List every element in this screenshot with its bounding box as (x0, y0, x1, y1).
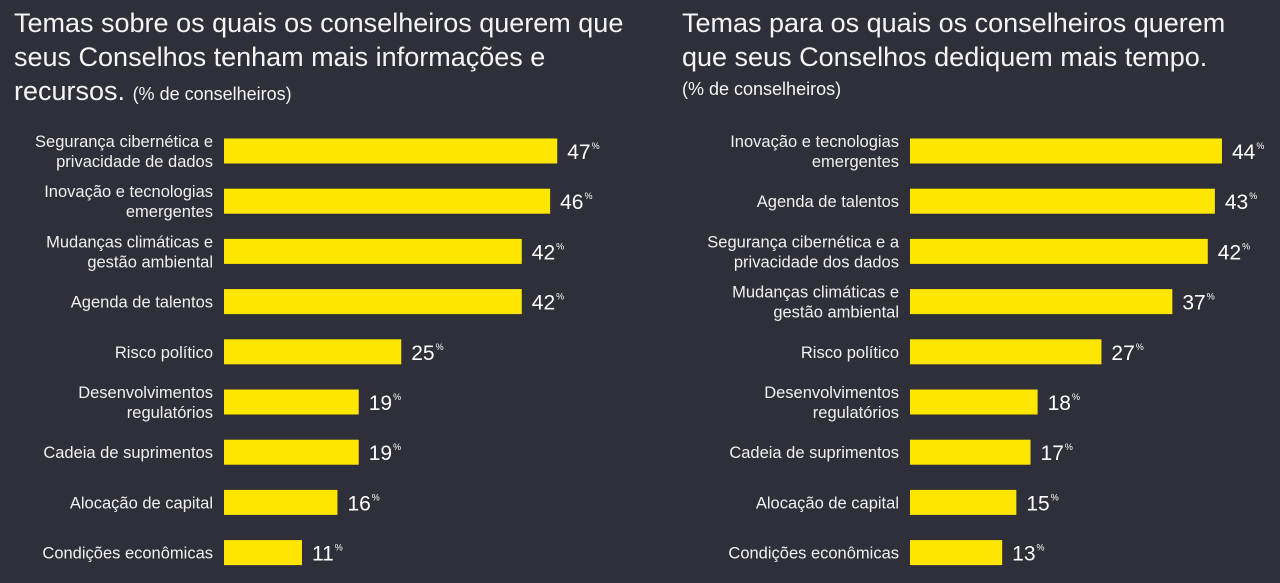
percent-sign: % (592, 141, 600, 151)
category-label: Condições econômicas (42, 545, 213, 563)
bar (910, 188, 1215, 214)
value-label: 47 (567, 141, 590, 164)
percent-sign: % (393, 442, 401, 452)
percent-sign: % (1037, 543, 1045, 553)
bar-chart-svg: Inovação e tecnologias emergentes 44 % Agend… (707, 133, 1264, 566)
percent-sign: % (372, 492, 380, 502)
value-label: 25 (411, 342, 434, 365)
category-label: Risco político (115, 344, 213, 362)
category-label: Mudanças climáticas e (732, 284, 899, 302)
unit-label: (% de conselheiros) (682, 79, 842, 99)
value-label: 27 (1111, 342, 1134, 365)
category-label: Desenvolvimentos (78, 384, 213, 402)
percent-sign: % (393, 392, 401, 402)
value-label: 44 (1232, 141, 1256, 164)
percent-sign: % (335, 543, 343, 553)
percent-sign: % (1249, 191, 1257, 201)
chart-title-text: Temas para os quais os conselheiros quer… (682, 8, 1226, 72)
category-label: emergentes (126, 203, 213, 221)
value-label: 17 (1041, 442, 1064, 465)
percent-sign: % (1065, 442, 1073, 452)
value-label: 42 (532, 292, 555, 315)
category-label: Alocação de capital (756, 494, 899, 512)
value-label: 11 (312, 543, 334, 566)
chart-title: Temas para os quais os conselheiros quer… (682, 6, 1272, 104)
percent-sign: % (1256, 141, 1264, 151)
percent-sign: % (1242, 241, 1250, 251)
category-label: Alocação de capital (70, 494, 213, 512)
bar (910, 540, 1003, 566)
bar (910, 389, 1038, 415)
value-label: 19 (369, 442, 392, 465)
chart-title-text: Temas sobre os quais os conselheiros que… (14, 8, 624, 106)
category-label: regulatórios (127, 404, 213, 422)
percent-sign: % (1136, 342, 1144, 352)
percent-sign: % (556, 292, 564, 302)
bar-chart-svg: Segurança cibernética e privacidade de da… (35, 133, 600, 566)
percent-sign: % (1051, 492, 1059, 502)
category-label: Segurança cibernética e a (707, 233, 900, 251)
bar (224, 439, 359, 465)
value-label: 42 (532, 241, 555, 264)
category-label: emergentes (812, 153, 899, 171)
category-label: Condições econômicas (728, 545, 899, 563)
value-label: 46 (560, 191, 583, 214)
bar (224, 238, 522, 264)
category-label: Inovação e tecnologias (44, 183, 213, 201)
bar (910, 489, 1017, 515)
category-label: regulatórios (813, 404, 899, 422)
category-label: Desenvolvimentos (764, 384, 899, 402)
category-label: privacidade dos dados (734, 253, 899, 271)
category-label: Agenda de talentos (71, 294, 213, 312)
bar (910, 439, 1031, 465)
bar (224, 188, 551, 214)
value-label: 37 (1182, 292, 1205, 315)
bar (224, 389, 359, 415)
percent-sign: % (556, 241, 564, 251)
category-label: Inovação e tecnologias (730, 133, 899, 151)
bar (910, 339, 1102, 365)
category-label: Cadeia de suprimentos (43, 444, 213, 462)
value-label: 13 (1012, 543, 1035, 566)
category-label: gestão ambiental (87, 253, 213, 271)
percent-sign: % (1207, 292, 1215, 302)
category-label: Segurança cibernética e (35, 133, 213, 151)
value-label: 15 (1026, 492, 1049, 515)
bar (224, 339, 402, 365)
percent-sign: % (436, 342, 444, 352)
chart-right: Inovação e tecnologias emergentes 44% Agend… (640, 0, 1280, 583)
unit-label: (% de conselheiros) (132, 84, 292, 104)
category-label: Cadeia de suprimentos (729, 444, 899, 462)
category-label: Risco político (801, 344, 899, 362)
value-label: 16 (347, 492, 370, 515)
bar (224, 489, 338, 515)
chart-title: Temas sobre os quais os conselheiros que… (14, 6, 634, 111)
category-label: Mudanças climáticas e (46, 233, 213, 251)
bar (224, 289, 522, 315)
category-label: gestão ambiental (773, 304, 899, 322)
category-label: privacidade de dados (56, 153, 213, 171)
value-label: 18 (1048, 392, 1071, 415)
value-label: 43 (1225, 191, 1248, 214)
bar (910, 238, 1208, 264)
value-label: 42 (1218, 241, 1241, 264)
bar (910, 138, 1222, 164)
bar (224, 138, 558, 164)
chart-left: Segurança cibernética e privacidade de da… (14, 6, 634, 566)
bar (910, 289, 1173, 315)
percent-sign: % (584, 191, 592, 201)
category-label: Agenda de talentos (757, 193, 899, 211)
bar (224, 540, 302, 566)
value-label: 19 (369, 392, 392, 415)
percent-sign: % (1072, 392, 1080, 402)
